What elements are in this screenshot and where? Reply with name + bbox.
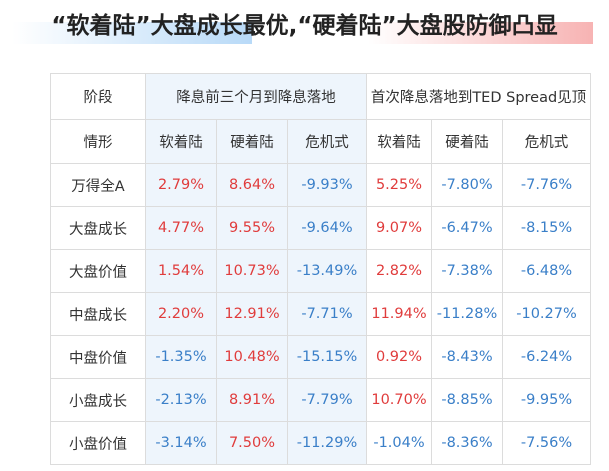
value-cell: -3.14% — [145, 421, 217, 465]
subheader-cell: 软着陆 — [145, 119, 217, 164]
table-row: 中盘价值 -1.35% 10.48% -15.15% 0.92% -8.43% … — [50, 335, 592, 379]
stage-label: 阶段 — [50, 73, 146, 120]
value-cell: 8.64% — [216, 163, 288, 207]
value-cell: -1.04% — [366, 421, 432, 465]
value-cell: 5.25% — [366, 163, 432, 207]
table-row: 大盘成长 4.77% 9.55% -9.64% 9.07% -6.47% -8.… — [50, 206, 592, 250]
value-cell: -6.47% — [431, 206, 503, 250]
table-row: 小盘成长 -2.13% 8.91% -7.79% 10.70% -8.85% -… — [50, 378, 592, 422]
value-cell: -13.49% — [287, 249, 367, 293]
value-cell: 2.82% — [366, 249, 432, 293]
value-cell: -7.56% — [501, 421, 592, 465]
title-area: “软着陆”大盘成长最优,“硬着陆”大盘股防御凸显 — [0, 0, 609, 54]
value-cell: -8.15% — [501, 206, 592, 250]
subheader-cell: 危机式 — [287, 119, 367, 164]
table-row: 万得全A 2.79% 8.64% -9.93% 5.25% -7.80% -7.… — [50, 163, 592, 207]
value-cell: -10.27% — [501, 292, 592, 336]
row-label: 大盘价值 — [50, 249, 146, 293]
value-cell: -8.36% — [431, 421, 503, 465]
value-cell: -9.93% — [287, 163, 367, 207]
value-cell: 1.54% — [145, 249, 217, 293]
value-cell: -1.35% — [145, 335, 217, 379]
period2-header: 首次降息落地到TED Spread见顶 — [365, 73, 592, 120]
row-label: 大盘成长 — [50, 206, 146, 250]
subheader-cell: 硬着陆 — [431, 119, 503, 164]
value-cell: 0.92% — [366, 335, 432, 379]
returns-table: 阶段 降息前三个月到降息落地 首次降息落地到TED Spread见顶 情形 软着… — [50, 73, 592, 465]
value-cell: -7.71% — [287, 292, 367, 336]
row-label: 小盘成长 — [50, 378, 146, 422]
subheader-cell: 软着陆 — [366, 119, 432, 164]
value-cell: 10.73% — [216, 249, 288, 293]
row-label: 中盘成长 — [50, 292, 146, 336]
value-cell: -7.76% — [501, 163, 592, 207]
situation-label: 情形 — [50, 119, 146, 164]
value-cell: 7.50% — [216, 421, 288, 465]
value-cell: 11.94% — [366, 292, 432, 336]
value-cell: 2.20% — [145, 292, 217, 336]
value-cell: -7.79% — [287, 378, 367, 422]
row-label: 小盘价值 — [50, 421, 146, 465]
table-header-row: 阶段 降息前三个月到降息落地 首次降息落地到TED Spread见顶 — [50, 73, 592, 120]
value-cell: 10.48% — [216, 335, 288, 379]
period1-header: 降息前三个月到降息落地 — [145, 73, 367, 120]
value-cell: -7.80% — [431, 163, 503, 207]
value-cell: -11.29% — [287, 421, 367, 465]
value-cell: -9.64% — [287, 206, 367, 250]
value-cell: 8.91% — [216, 378, 288, 422]
value-cell: -9.95% — [501, 378, 592, 422]
row-label: 中盘价值 — [50, 335, 146, 379]
value-cell: -2.13% — [145, 378, 217, 422]
table-row: 小盘价值 -3.14% 7.50% -11.29% -1.04% -8.36% … — [50, 421, 592, 465]
subheader-cell: 危机式 — [501, 119, 592, 164]
value-cell: 9.07% — [366, 206, 432, 250]
row-label: 万得全A — [50, 163, 146, 207]
value-cell: -6.24% — [501, 335, 592, 379]
value-cell: -15.15% — [287, 335, 367, 379]
value-cell: -7.38% — [431, 249, 503, 293]
value-cell: -6.48% — [501, 249, 592, 293]
title-highlight-blue — [12, 22, 252, 44]
value-cell: -8.85% — [431, 378, 503, 422]
table-row: 中盘成长 2.20% 12.91% -7.71% 11.94% -11.28% … — [50, 292, 592, 336]
table-row: 大盘价值 1.54% 10.73% -13.49% 2.82% -7.38% -… — [50, 249, 592, 293]
title-highlight-red — [368, 22, 593, 44]
page-title: “软着陆”大盘成长最优,“硬着陆”大盘股防御凸显 — [51, 13, 558, 39]
value-cell: 9.55% — [216, 206, 288, 250]
value-cell: 12.91% — [216, 292, 288, 336]
value-cell: -8.43% — [431, 335, 503, 379]
value-cell: 2.79% — [145, 163, 217, 207]
value-cell: -11.28% — [431, 292, 503, 336]
value-cell: 4.77% — [145, 206, 217, 250]
subheader-cell: 硬着陆 — [216, 119, 288, 164]
table-subheader-row: 情形 软着陆 硬着陆 危机式 软着陆 硬着陆 危机式 — [50, 119, 592, 164]
value-cell: 10.70% — [366, 378, 432, 422]
